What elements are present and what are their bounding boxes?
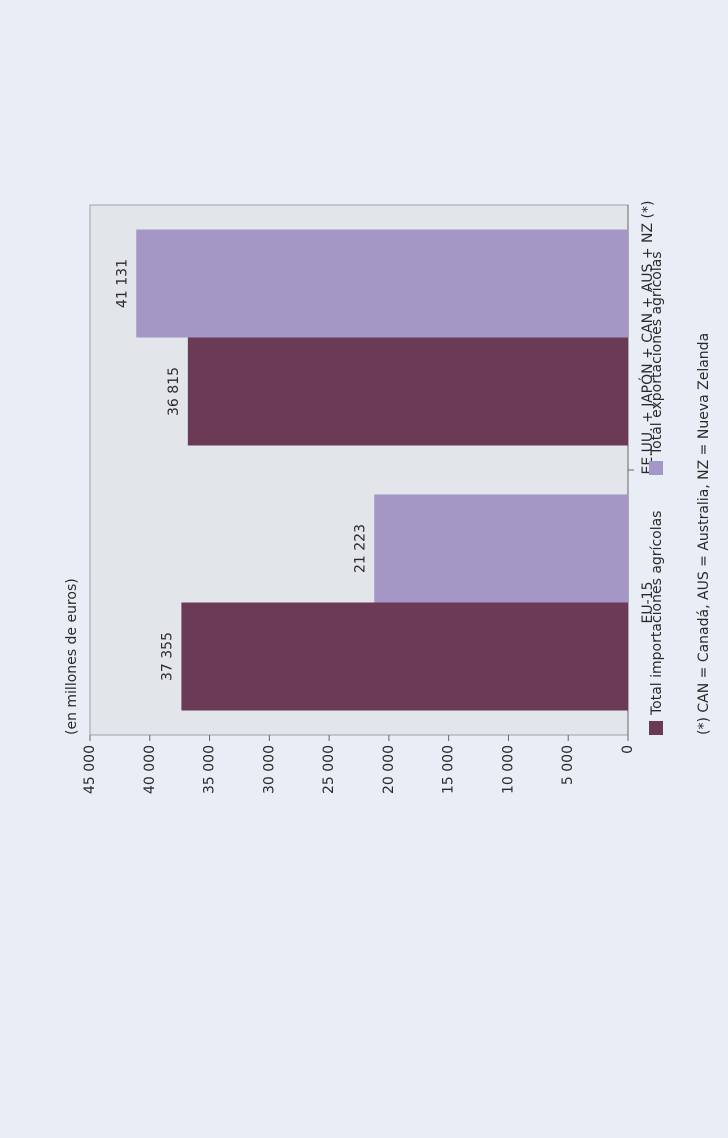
- rotated-chart: (en millones de euros) 0 5 000 10 000 15 00…: [64, 201, 712, 794]
- chart-title: (en millones de euros): [64, 578, 80, 735]
- y-tick-label: 45 000: [82, 745, 98, 794]
- y-tick-label: 5 000: [560, 745, 576, 785]
- footnote: (*) CAN = Canadá, AUS = Australia, NZ = …: [696, 333, 712, 735]
- y-tick-label: 15 000: [441, 745, 457, 794]
- y-tick-label: 30 000: [261, 745, 277, 794]
- bar: [136, 229, 628, 338]
- legend-label: Total exportaciones agrícolas: [649, 251, 665, 456]
- data-label: 41 131: [114, 259, 130, 308]
- y-tick-label: 35 000: [202, 745, 218, 794]
- y-tick-label: 0: [620, 745, 636, 754]
- bar: [187, 337, 628, 446]
- data-label: 36 815: [166, 367, 182, 416]
- data-label: 37 355: [159, 632, 175, 681]
- bar: [374, 494, 628, 603]
- x-tick-label: EU-15: [640, 582, 656, 624]
- y-tick-label: 40 000: [142, 745, 158, 794]
- y-tick-label: 10 000: [500, 745, 516, 794]
- x-tick-label: EE.UU. + JAPÓN + CAN + AUS + NZ (*): [638, 201, 656, 475]
- legend-label: Total importaciones agrícolas: [649, 511, 665, 716]
- legend-swatch: [649, 721, 663, 735]
- data-label: 21 223: [352, 524, 368, 573]
- legend-swatch: [649, 461, 663, 475]
- y-tick-label: 20 000: [381, 745, 397, 794]
- bar: [181, 602, 629, 711]
- y-tick-label: 25 000: [321, 745, 337, 794]
